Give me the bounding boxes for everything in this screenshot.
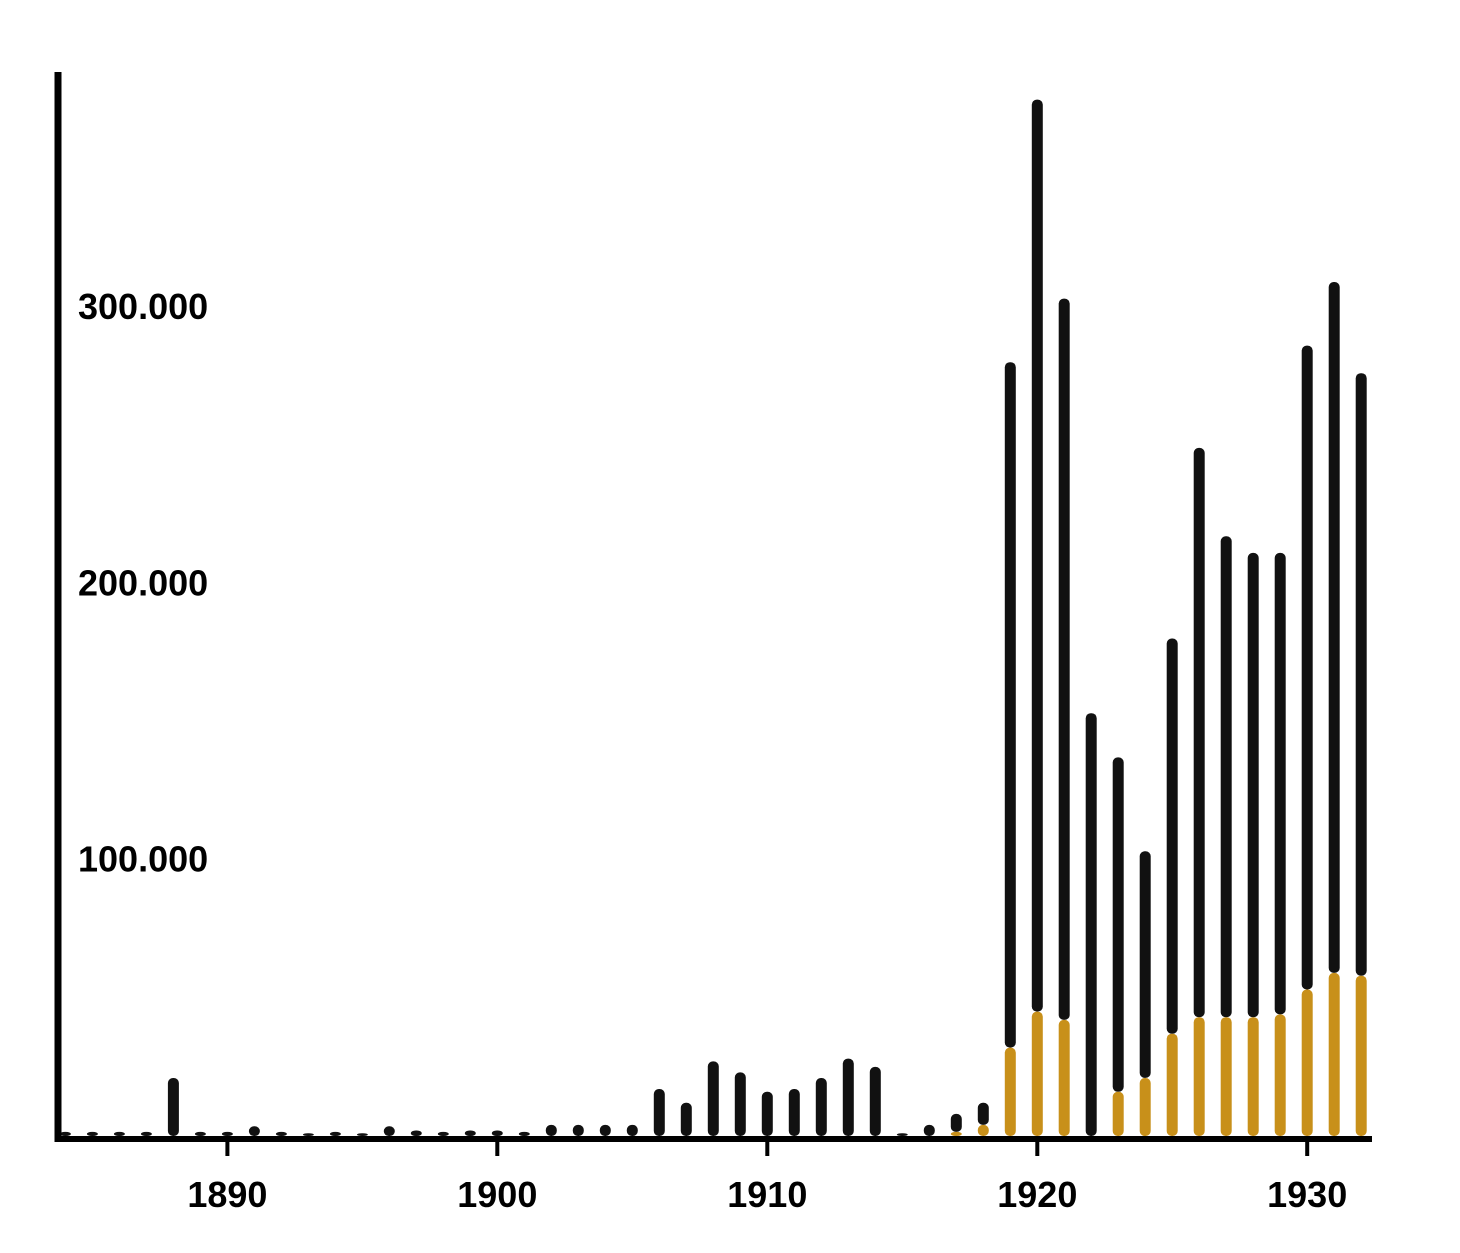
bar-total-1912: [815, 1078, 827, 1136]
x-tick-label: 1930: [1267, 1174, 1347, 1215]
bar-total-1898: [437, 1131, 449, 1136]
ticks-layer: 100.000 200.000 300.000 1890 1900 1910 1920 193…: [78, 286, 1347, 1215]
bar-total-1895: [356, 1133, 368, 1136]
bar-total-1926: [1193, 447, 1205, 1018]
bar-total-1919: [1004, 362, 1016, 1048]
bar-total-1904: [599, 1124, 611, 1136]
bar-part-1929: [1274, 1014, 1286, 1136]
x-tick-label: 1920: [997, 1174, 1077, 1215]
bar-total-1902: [545, 1124, 557, 1136]
bar-total-1928: [1247, 552, 1259, 1018]
bar-total-1897: [410, 1130, 422, 1136]
bars-layer: [59, 99, 1367, 1136]
bar-total-1914: [869, 1066, 881, 1136]
bar-total-1911: [788, 1089, 800, 1136]
bar-part-1928: [1247, 1017, 1259, 1136]
bar-total-1931: [1328, 282, 1340, 973]
bar-total-1917: [950, 1113, 962, 1132]
bar-part-1924: [1139, 1078, 1151, 1136]
bar-part-1919: [1004, 1047, 1016, 1136]
bar-total-1891: [248, 1126, 260, 1136]
bar-total-1929: [1274, 552, 1286, 1015]
bar-total-1927: [1220, 536, 1232, 1018]
y-tick-label: 300.000: [78, 286, 208, 327]
bar-part-1917: [950, 1131, 962, 1136]
bar-total-1915: [896, 1133, 908, 1136]
bar-total-1924: [1139, 851, 1151, 1078]
bar-total-1916: [923, 1124, 935, 1136]
bar-part-1931: [1328, 972, 1340, 1136]
bar-total-1921: [1058, 298, 1070, 1020]
bar-total-1932: [1355, 373, 1367, 976]
bar-total-1892: [275, 1131, 287, 1136]
bar-total-1925: [1166, 638, 1178, 1034]
bar-part-1930: [1301, 989, 1313, 1136]
bar-total-1909: [734, 1072, 746, 1136]
bar-total-1889: [194, 1131, 206, 1136]
bar-total-1899: [464, 1130, 476, 1136]
bar-part-1920: [1031, 1011, 1043, 1136]
bar-total-1907: [680, 1102, 692, 1136]
x-tick-label: 1910: [727, 1174, 807, 1215]
bar-total-1896: [383, 1126, 395, 1136]
x-tick-label: 1900: [457, 1174, 537, 1215]
bar-part-1923: [1112, 1091, 1124, 1136]
bar-total-1894: [329, 1131, 341, 1136]
bar-total-1913: [842, 1058, 854, 1136]
bar-total-1905: [626, 1124, 638, 1136]
bar-total-1893: [302, 1133, 314, 1136]
bar-total-1923: [1112, 757, 1124, 1092]
bar-part-1921: [1058, 1019, 1070, 1136]
bar-total-1886: [113, 1131, 125, 1136]
bar-total-1920: [1031, 99, 1043, 1012]
bar-total-1887: [140, 1131, 152, 1136]
bar-total-1930: [1301, 345, 1313, 990]
bar-part-1925: [1166, 1033, 1178, 1136]
bar-total-1890: [221, 1131, 233, 1136]
y-tick-label: 100.000: [78, 839, 208, 880]
x-tick-label: 1890: [187, 1174, 267, 1215]
y-tick-label: 200.000: [78, 562, 208, 603]
bar-total-1922: [1085, 713, 1097, 1136]
bar-total-1888: [167, 1078, 179, 1136]
bar-part-1932: [1355, 975, 1367, 1136]
bar-part-1918: [977, 1124, 989, 1136]
bar-part-1926: [1193, 1017, 1205, 1136]
bar-total-1900: [491, 1130, 503, 1136]
bar-total-1884: [59, 1131, 71, 1136]
bar-total-1908: [707, 1061, 719, 1136]
bar-total-1906: [653, 1089, 665, 1136]
bar-total-1903: [572, 1124, 584, 1136]
bar-total-1885: [86, 1131, 98, 1136]
bar-total-1918: [977, 1102, 989, 1125]
bar-part-1927: [1220, 1017, 1232, 1136]
bar-total-1910: [761, 1091, 773, 1136]
bar-total-1901: [518, 1131, 530, 1136]
